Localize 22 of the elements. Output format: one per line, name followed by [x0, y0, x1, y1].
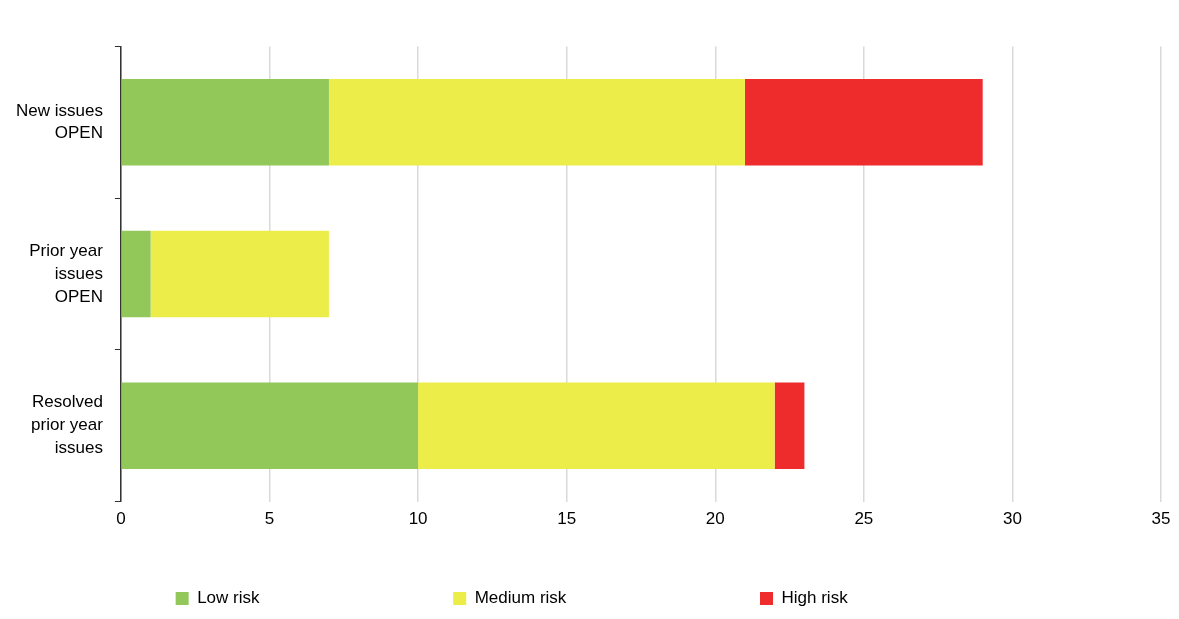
- x-tick-label: 15: [557, 509, 577, 529]
- x-tick-label: 25: [854, 509, 874, 529]
- legend-label: Medium risk: [474, 588, 709, 608]
- x-tick-label: 30: [1002, 509, 1022, 529]
- y-tick-label: Resolved prior year issues: [31, 392, 104, 458]
- x-tick-label: 5: [264, 509, 275, 529]
- x-tick-label: 10: [408, 509, 428, 529]
- x-tick-label: 20: [705, 509, 725, 529]
- bar: [744, 79, 983, 166]
- bar: [121, 230, 151, 318]
- bar: [121, 79, 329, 166]
- y-tick-label: New issues OPEN: [16, 100, 103, 143]
- legend-label: High risk: [781, 588, 990, 608]
- bar: [418, 382, 775, 469]
- x-tick-label: 0: [116, 509, 126, 529]
- y-tick-label: Prior year issues OPEN: [29, 240, 104, 306]
- bar: [328, 79, 745, 166]
- bar: [121, 382, 419, 469]
- bar: [150, 230, 329, 318]
- legend-label: Low risk: [197, 588, 402, 608]
- bar: [774, 382, 805, 469]
- x-tick-label: 35: [1151, 509, 1171, 529]
